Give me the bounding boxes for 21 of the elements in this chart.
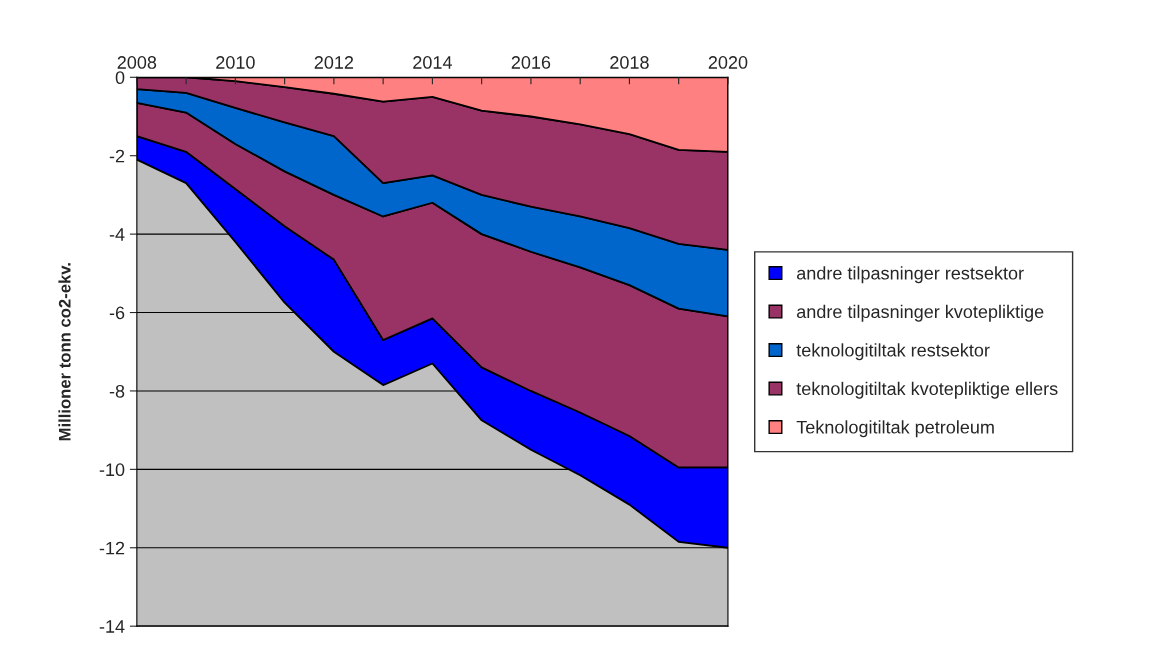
legend-label: teknologitiltak restsektor [796, 343, 990, 361]
legend-label: Teknologitiltak petroleum [796, 420, 994, 438]
y-tick-label: -4 [109, 228, 125, 241]
y-tick-label: -6 [109, 306, 125, 320]
y-tick-label: -8 [109, 384, 125, 398]
x-tick-label: 2012 [314, 56, 354, 69]
y-tick-label: 0 [115, 71, 125, 85]
y-tick-label: -2 [109, 149, 125, 163]
y-tick-label: -10 [99, 463, 125, 477]
x-tick-label: 2010 [216, 56, 255, 69]
y-tick-label: -14 [99, 620, 125, 633]
x-tick-label: 2014 [413, 56, 452, 69]
x-tick-label: 2018 [610, 56, 649, 69]
y-tick-label: -12 [99, 541, 125, 555]
x-tick-label: 2020 [708, 56, 748, 69]
legend-label: andre tilpasninger restsektor [797, 266, 1024, 284]
legend-label: teknologitiltak kvotepliktige ellers [796, 381, 1058, 399]
legend-label: andre tilpasninger kvotepliktige [797, 304, 1044, 322]
y-axis-title: Millioner tonn co2-ekv. [58, 263, 71, 441]
x-tick-label: 2008 [117, 56, 157, 69]
x-tick-label: 2016 [511, 56, 551, 69]
